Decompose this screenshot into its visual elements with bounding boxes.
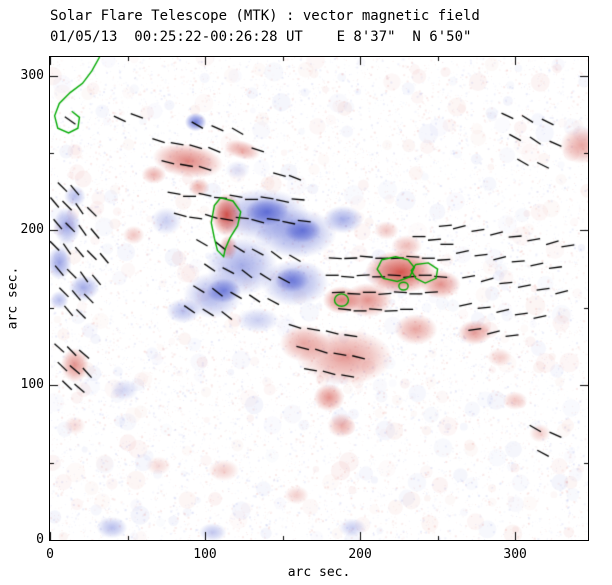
x-tick-label: 100 — [193, 547, 217, 562]
magnetogram-canvas — [50, 57, 588, 540]
y-tick-label: 100 — [20, 377, 44, 393]
y-tick-label: 0 — [36, 532, 44, 547]
y-tick-label: 200 — [20, 222, 44, 238]
x-tick-label: 200 — [348, 547, 372, 562]
plot-subtitle: 01/05/13 00:25:22-00:26:28 UT E 8'37" N … — [50, 29, 472, 45]
plot-area — [49, 56, 589, 541]
x-tick-label: 300 — [503, 547, 527, 562]
y-tick-label: 300 — [20, 67, 44, 83]
y-axis-label: arc sec. — [5, 266, 21, 330]
x-axis-label: arc sec. — [287, 565, 351, 580]
plot-title: Solar Flare Telescope (MTK) : vector mag… — [50, 8, 480, 24]
x-tick-label: 0 — [46, 547, 54, 562]
